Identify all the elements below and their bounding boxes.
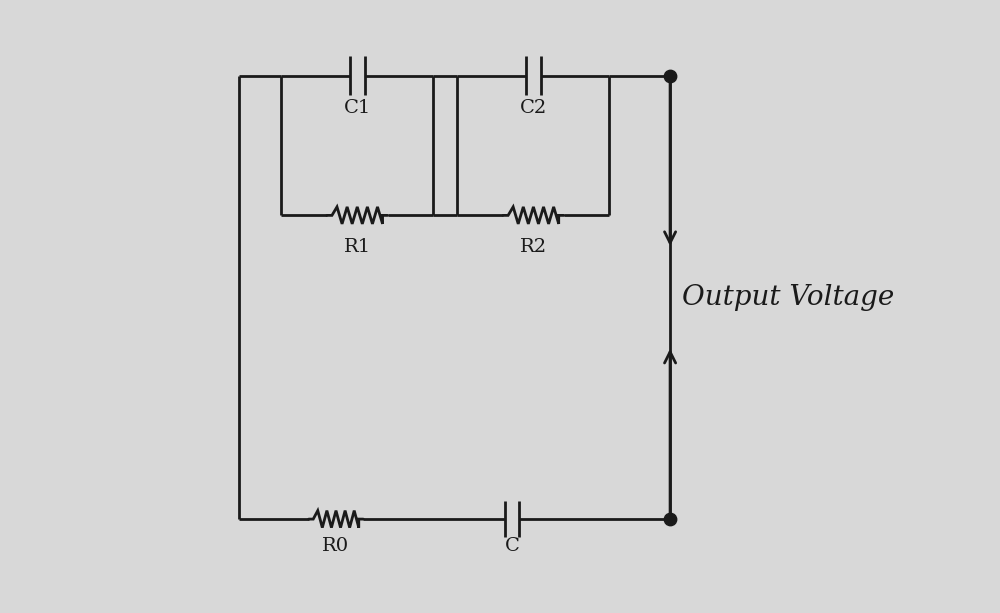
Text: C2: C2: [520, 99, 547, 116]
Text: C: C: [505, 538, 520, 555]
Text: R1: R1: [344, 238, 371, 256]
Text: R0: R0: [322, 538, 350, 555]
Text: R2: R2: [520, 238, 547, 256]
Point: [662, 70, 678, 80]
Text: C1: C1: [344, 99, 371, 116]
Text: Output Voltage: Output Voltage: [682, 284, 894, 311]
Point: [662, 514, 678, 524]
